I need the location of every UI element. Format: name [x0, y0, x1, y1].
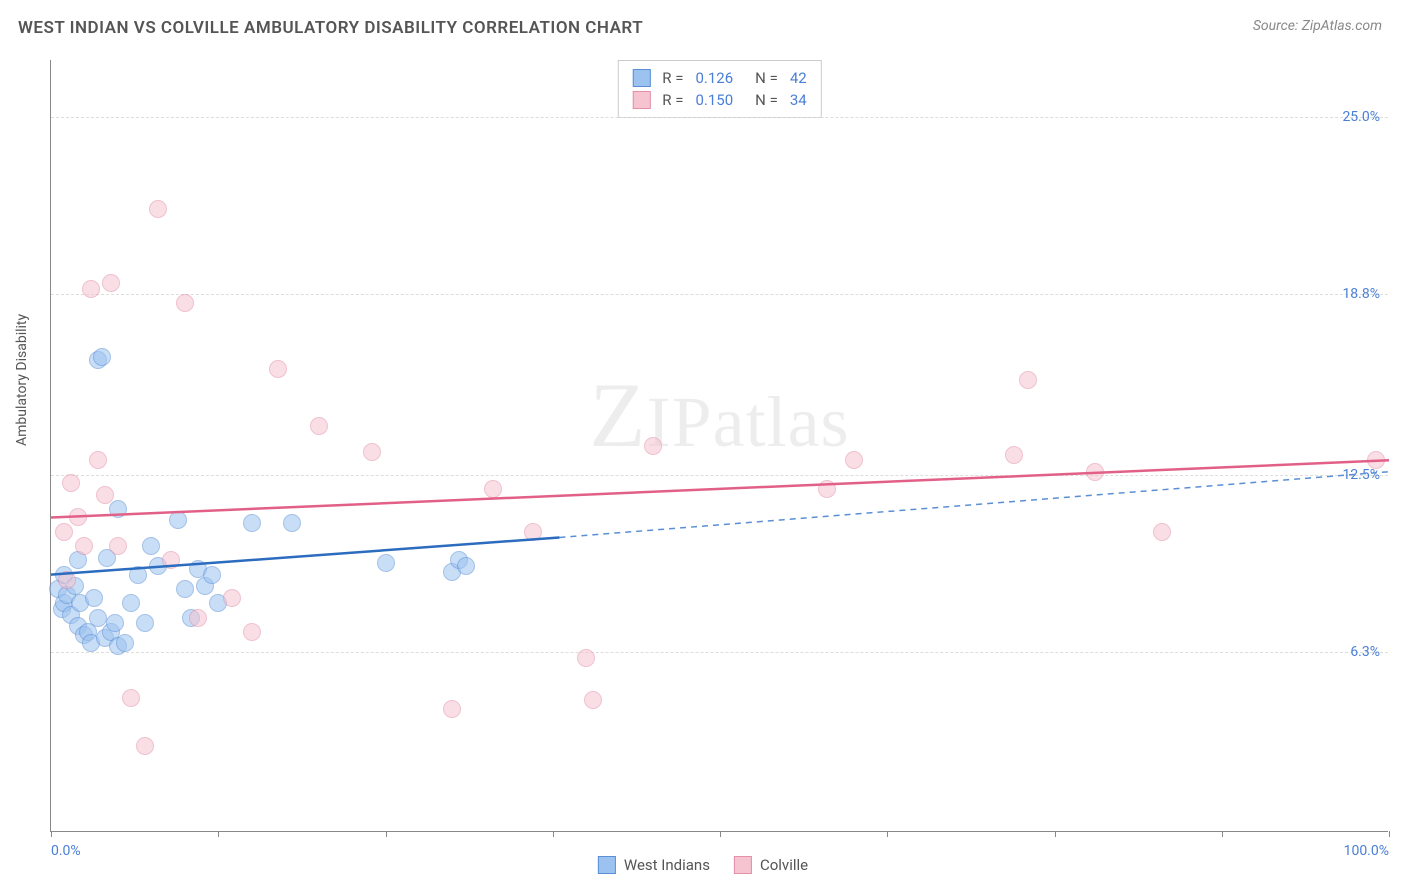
series-legend: West Indians Colville: [598, 856, 808, 874]
xtick: [1389, 831, 1390, 837]
legend-swatch: [598, 856, 616, 874]
source-attribution: Source: ZipAtlas.com: [1253, 18, 1382, 34]
xtick-label: 100.0%: [1344, 843, 1389, 859]
xtick-label: 0.0%: [51, 843, 81, 859]
y-axis-label: Ambulatory Disability: [14, 314, 30, 446]
trend-line: [51, 60, 1389, 832]
legend-item: Colville: [734, 856, 808, 874]
plot-area: ZIPatlas R =0.126N =42R =0.150N =34 6.3%…: [50, 60, 1388, 832]
chart-title: WEST INDIAN VS COLVILLE AMBULATORY DISAB…: [18, 18, 643, 38]
legend-label: West Indians: [624, 856, 710, 874]
legend-swatch: [734, 856, 752, 874]
legend-item: West Indians: [598, 856, 710, 874]
chart-container: WEST INDIAN VS COLVILLE AMBULATORY DISAB…: [0, 0, 1406, 892]
legend-label: Colville: [760, 856, 808, 874]
